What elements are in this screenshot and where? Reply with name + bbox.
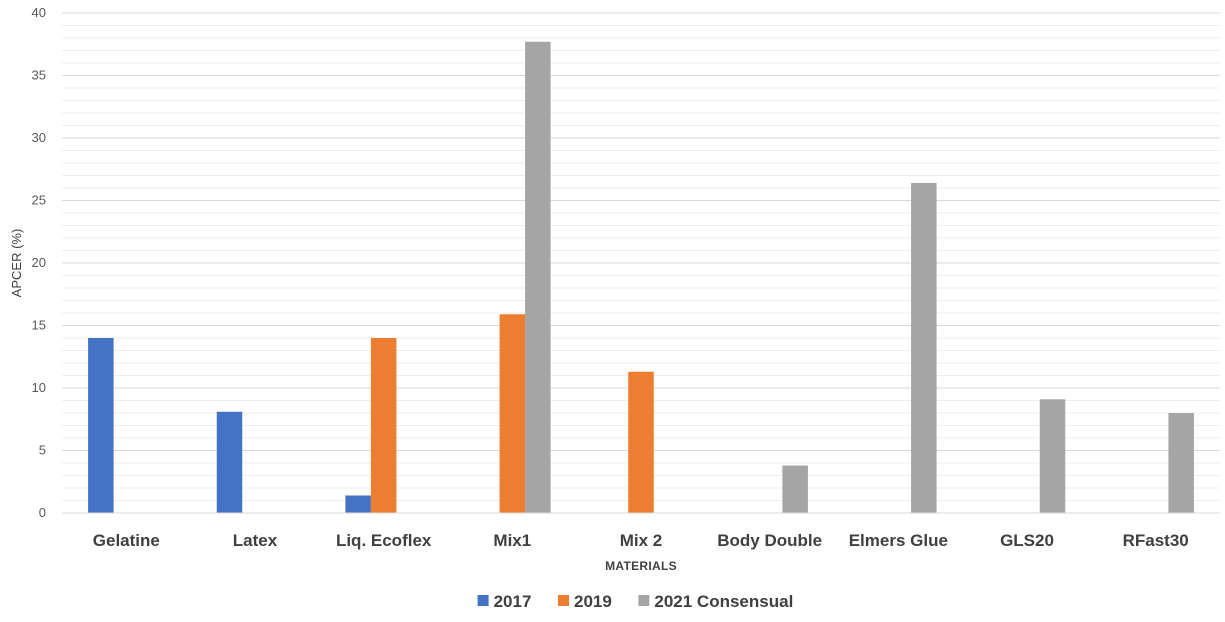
x-tick-label: Body Double [717,531,822,550]
bar-2021-consensual-mix1 [525,41,551,513]
y-tick-label: 15 [32,318,46,333]
x-tick-label: Mix1 [493,531,531,550]
legend: 2017 2019 2021 Consensual [477,592,793,611]
y-tick-label: 0 [39,505,46,520]
bar-2017-gelatine [88,338,114,513]
gridlines [62,12,1220,501]
y-tick-label: 30 [32,130,46,145]
bar-2021-consensual-rfast30 [1168,413,1194,513]
legend-label: 2021 Consensual [654,592,793,611]
y-tick-label: 25 [32,193,46,208]
x-tick-label: Mix 2 [620,531,663,550]
bar-2019-mix-2 [628,371,654,513]
legend-label: 2017 [494,592,532,611]
x-tick-label: Elmers Glue [849,531,948,550]
x-tick-label: Gelatine [93,531,160,550]
y-tick-label: 20 [32,255,46,270]
y-axis-title: APCER (%) [9,229,24,298]
x-tick-label: Latex [233,531,278,550]
y-tick-label: 10 [32,380,46,395]
bar-2017-latex [216,411,243,513]
bar-2021-consensual-body-double [782,465,808,513]
y-tick-label: 5 [39,443,46,458]
bar-2019-liq-ecoflex [370,338,397,513]
legend-swatch [477,595,489,606]
bars [88,41,1194,513]
y-axis-ticks: 0 5 10 15 20 25 30 35 40 [32,5,46,520]
bar-2019-mix1 [499,314,526,513]
x-axis-title: MATERIALS [605,559,677,573]
x-tick-label: GLS20 [1000,531,1054,550]
legend-swatch [638,595,650,606]
legend-item: 2019 [558,592,612,611]
legend-item: 2017 [477,592,532,611]
x-tick-label: RFast30 [1123,531,1189,550]
legend-item: 2021 Consensual [638,592,793,611]
bar-2017-liq-ecoflex [345,495,371,513]
bar-2021-consensual-elmers-glue [911,183,937,513]
legend-label: 2019 [574,592,612,611]
legend-swatch [558,595,569,606]
y-tick-label: 35 [32,68,46,83]
y-tick-label: 40 [32,5,46,20]
bar-2021-consensual-gls20 [1039,399,1066,513]
x-axis: Gelatine Latex Liq. Ecoflex Mix1 Mix 2 Body D… [62,512,1220,550]
x-tick-label: Liq. Ecoflex [336,531,432,550]
